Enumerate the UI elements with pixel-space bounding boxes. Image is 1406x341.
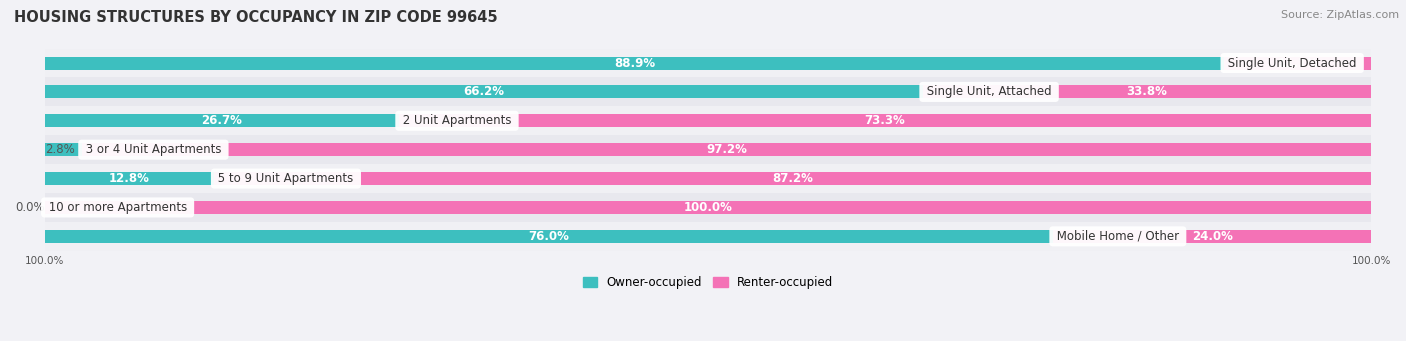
Bar (1053, 230, 1371, 243)
Text: 73.3%: 73.3% (865, 114, 905, 127)
Bar (45, 201, 1371, 214)
Text: 0.0%: 0.0% (15, 201, 45, 214)
Text: 33.8%: 33.8% (1126, 85, 1167, 99)
Text: Single Unit, Attached: Single Unit, Attached (922, 85, 1056, 99)
Bar (45, 114, 399, 127)
Legend: Owner-occupied, Renter-occupied: Owner-occupied, Renter-occupied (578, 271, 838, 294)
Text: 5 to 9 Unit Apartments: 5 to 9 Unit Apartments (215, 172, 357, 185)
Bar (45, 172, 215, 185)
Bar (45, 193, 1371, 222)
Bar (82, 143, 1371, 156)
Text: 3 or 4 Unit Apartments: 3 or 4 Unit Apartments (82, 143, 225, 156)
Bar (45, 164, 1371, 193)
Text: HOUSING STRUCTURES BY OCCUPANCY IN ZIP CODE 99645: HOUSING STRUCTURES BY OCCUPANCY IN ZIP C… (14, 10, 498, 25)
Text: 2 Unit Apartments: 2 Unit Apartments (399, 114, 515, 127)
Text: 2.8%: 2.8% (45, 143, 75, 156)
Bar (215, 172, 1371, 185)
Text: 100.0%: 100.0% (683, 201, 733, 214)
Text: 66.2%: 66.2% (463, 85, 505, 99)
Text: 12.8%: 12.8% (110, 172, 150, 185)
Text: 97.2%: 97.2% (706, 143, 747, 156)
Text: Single Unit, Detached: Single Unit, Detached (1225, 57, 1360, 70)
Bar (45, 77, 1371, 106)
Text: 88.9%: 88.9% (614, 57, 655, 70)
Bar (45, 85, 922, 99)
Text: Source: ZipAtlas.com: Source: ZipAtlas.com (1281, 10, 1399, 20)
Text: 24.0%: 24.0% (1192, 230, 1233, 243)
Bar (399, 114, 1371, 127)
Bar (45, 143, 82, 156)
Bar (45, 135, 1371, 164)
Text: 11.1%: 11.1% (1277, 57, 1317, 70)
Bar (1225, 57, 1371, 70)
Bar (45, 106, 1371, 135)
Bar (45, 222, 1371, 251)
Bar (922, 85, 1371, 99)
Bar (45, 230, 1053, 243)
Text: Mobile Home / Other: Mobile Home / Other (1053, 230, 1182, 243)
Text: 26.7%: 26.7% (201, 114, 242, 127)
Bar (45, 48, 1371, 77)
Bar (45, 57, 1225, 70)
Text: 10 or more Apartments: 10 or more Apartments (45, 201, 191, 214)
Text: 76.0%: 76.0% (529, 230, 569, 243)
Text: 87.2%: 87.2% (772, 172, 813, 185)
